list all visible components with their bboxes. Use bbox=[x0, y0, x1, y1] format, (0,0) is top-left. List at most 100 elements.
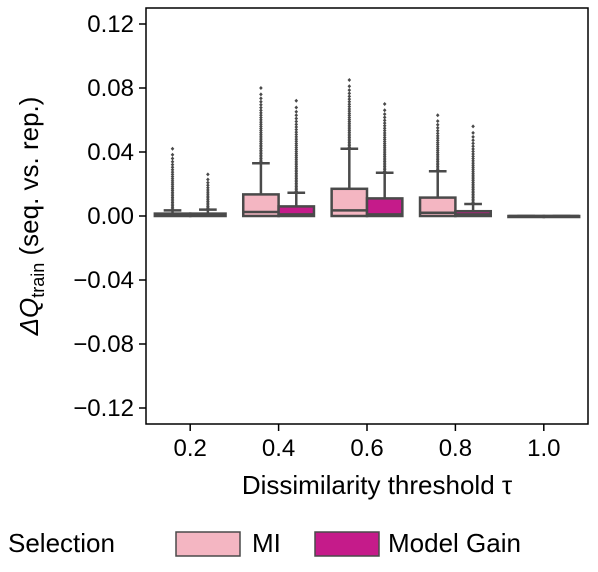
y-tick-label: 0.00 bbox=[87, 203, 134, 230]
outlier-point bbox=[382, 130, 387, 135]
outlier-point bbox=[347, 113, 352, 118]
outlier-point bbox=[382, 123, 387, 128]
box-model-gain-0.8 bbox=[454, 124, 493, 218]
outlier-point bbox=[259, 115, 263, 120]
outlier-point bbox=[471, 165, 475, 170]
box-mi-0.6 bbox=[330, 78, 369, 218]
y-tick-label: 0.04 bbox=[87, 139, 134, 166]
outlier-point bbox=[471, 146, 475, 151]
outlier-point bbox=[382, 115, 387, 120]
plot-area bbox=[153, 78, 581, 219]
outlier-point bbox=[435, 140, 440, 145]
outlier-point bbox=[347, 91, 352, 96]
outlier-point bbox=[259, 117, 263, 122]
x-tick-label: 0.2 bbox=[174, 435, 207, 462]
outlier-point bbox=[259, 122, 263, 127]
outlier-point bbox=[382, 126, 387, 131]
outlier-point bbox=[259, 110, 263, 115]
outlier-point bbox=[471, 138, 475, 143]
x-tick-label: 0.4 bbox=[262, 435, 295, 462]
outlier-point bbox=[435, 136, 440, 141]
outlier-point bbox=[435, 125, 440, 130]
outlier-point bbox=[347, 94, 352, 99]
outlier-point bbox=[382, 102, 387, 106]
box-body bbox=[365, 197, 404, 218]
legend-swatch-mi bbox=[175, 531, 241, 557]
box-body bbox=[330, 187, 369, 218]
outlier-point bbox=[471, 152, 475, 157]
outlier-point bbox=[294, 132, 299, 137]
outlier-point bbox=[206, 185, 210, 190]
y-tick-label: 0.12 bbox=[87, 11, 134, 38]
outlier-point bbox=[471, 130, 475, 135]
outlier-point bbox=[170, 159, 175, 164]
outlier-point bbox=[259, 108, 263, 113]
y-tick-label: −0.12 bbox=[73, 395, 134, 422]
outlier-point bbox=[259, 102, 263, 107]
outlier-point bbox=[471, 144, 475, 149]
outlier-point bbox=[471, 134, 475, 139]
outlier-point bbox=[435, 142, 440, 147]
outlier-point bbox=[170, 167, 175, 172]
outlier-point bbox=[382, 112, 387, 117]
outlier-point bbox=[294, 139, 299, 144]
outlier-point bbox=[471, 158, 475, 163]
outlier-point bbox=[294, 127, 299, 132]
outlier-point bbox=[382, 118, 387, 123]
outlier-point bbox=[259, 99, 263, 104]
y-tick-label: −0.04 bbox=[73, 267, 134, 294]
outlier-point bbox=[170, 176, 175, 181]
outlier-point bbox=[347, 99, 352, 104]
outlier-point bbox=[471, 149, 475, 154]
outlier-point bbox=[259, 120, 263, 125]
box-mi-0.8 bbox=[418, 113, 457, 218]
outlier-point bbox=[471, 156, 475, 161]
outlier-point bbox=[259, 92, 263, 97]
outlier-point bbox=[382, 128, 387, 133]
outlier-point bbox=[382, 133, 387, 138]
box-mi-1.0 bbox=[507, 214, 546, 219]
outlier-point bbox=[259, 86, 263, 90]
outlier-point bbox=[170, 146, 175, 151]
y-tick-label: −0.08 bbox=[73, 331, 134, 358]
outlier-point bbox=[259, 113, 263, 118]
legend-label-model-gain: Model Gain bbox=[388, 528, 521, 558]
box-model-gain-0.4 bbox=[277, 98, 316, 218]
outlier-point bbox=[259, 105, 263, 110]
outlier-point bbox=[471, 154, 475, 159]
outlier-point bbox=[347, 102, 352, 107]
x-tick-label: 1.0 bbox=[527, 435, 560, 462]
x-axis-label: Dissimilarity threshold τ bbox=[242, 470, 513, 500]
outlier-point bbox=[435, 113, 440, 118]
outlier-point bbox=[294, 130, 299, 135]
outlier-point bbox=[259, 96, 263, 101]
box-body bbox=[418, 196, 457, 218]
outlier-point bbox=[347, 84, 352, 89]
outlier-point bbox=[170, 165, 175, 170]
legend-title: Selection bbox=[8, 528, 115, 558]
outlier-point bbox=[294, 116, 299, 121]
outlier-point bbox=[206, 190, 210, 195]
outlier-point bbox=[294, 113, 299, 118]
outlier-point bbox=[170, 162, 175, 167]
outlier-point bbox=[206, 183, 210, 188]
outlier-point bbox=[471, 161, 475, 166]
outlier-point bbox=[294, 98, 299, 103]
outlier-point bbox=[170, 172, 175, 177]
outlier-point bbox=[347, 109, 352, 114]
x-tick-label: 0.6 bbox=[350, 435, 383, 462]
outlier-point bbox=[435, 138, 440, 143]
box-mi-0.4 bbox=[241, 86, 280, 218]
outlier-point bbox=[347, 97, 352, 102]
outlier-point bbox=[170, 170, 175, 175]
y-axis-label: ΔQtrain (seq. vs. rep.) bbox=[14, 97, 48, 337]
outlier-point bbox=[294, 109, 299, 114]
outlier-point bbox=[435, 131, 440, 136]
outlier-point bbox=[170, 152, 175, 157]
outlier-point bbox=[206, 177, 210, 182]
outlier-point bbox=[471, 163, 475, 168]
legend: Selection MI Model Gain bbox=[8, 528, 521, 558]
outlier-point bbox=[471, 141, 475, 146]
outlier-point bbox=[382, 121, 387, 126]
